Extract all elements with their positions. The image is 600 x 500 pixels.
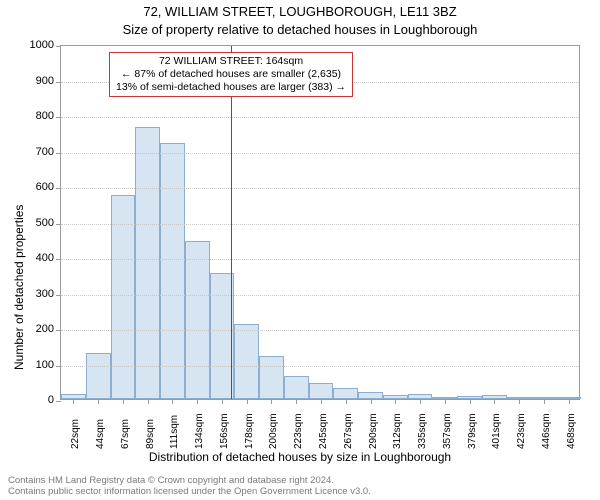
- bar: [333, 388, 358, 399]
- plot-area: 72 WILLIAM STREET: 164sqm ← 87% of detac…: [60, 45, 580, 400]
- bar: [309, 383, 334, 399]
- y-tick-label: 1000: [6, 39, 54, 51]
- chart-title-line2: Size of property relative to detached ho…: [0, 22, 600, 37]
- x-axis-label: Distribution of detached houses by size …: [0, 450, 600, 464]
- bar: [135, 127, 160, 399]
- y-tick-label: 500: [6, 217, 54, 229]
- bars-container: [61, 46, 579, 399]
- chart-title-line1: 72, WILLIAM STREET, LOUGHBOROUGH, LE11 3…: [0, 4, 600, 19]
- bar: [259, 356, 284, 399]
- y-tick-label: 300: [6, 288, 54, 300]
- footer-attribution: Contains HM Land Registry data © Crown c…: [8, 476, 371, 498]
- bar: [86, 353, 111, 399]
- bar: [111, 195, 136, 399]
- annotation-line2: ← 87% of detached houses are smaller (2,…: [116, 68, 346, 81]
- y-tick-label: 200: [6, 323, 54, 335]
- y-tick-label: 900: [6, 75, 54, 87]
- annotation-line3: 13% of semi-detached houses are larger (…: [116, 81, 346, 94]
- annotation-box: 72 WILLIAM STREET: 164sqm ← 87% of detac…: [109, 52, 353, 97]
- bar: [234, 324, 259, 399]
- reference-marker-line: [231, 46, 232, 399]
- y-tick-label: 700: [6, 146, 54, 158]
- y-tick-label: 100: [6, 359, 54, 371]
- bar: [185, 241, 210, 399]
- annotation-line1: 72 WILLIAM STREET: 164sqm: [116, 55, 346, 68]
- y-tick-label: 0: [6, 394, 54, 406]
- bar: [284, 376, 309, 399]
- y-tick-label: 400: [6, 252, 54, 264]
- y-tick-label: 800: [6, 110, 54, 122]
- y-tick-label: 600: [6, 181, 54, 193]
- bar: [358, 392, 383, 399]
- bar: [160, 143, 185, 399]
- footer-line2: Contains public sector information licen…: [8, 487, 371, 498]
